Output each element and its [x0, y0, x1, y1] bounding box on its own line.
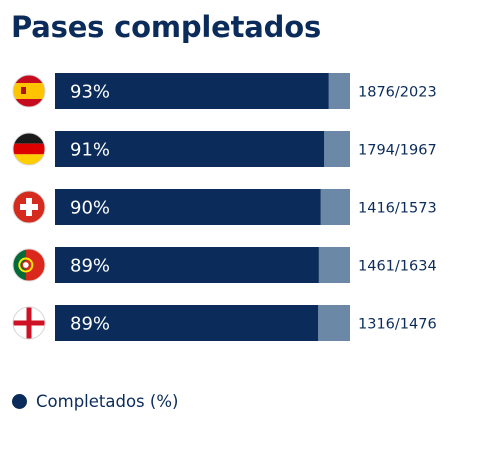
ratio-label: 1316/1476 [358, 317, 437, 333]
germany-flag-icon: Alemania [13, 133, 45, 165]
bar [55, 131, 325, 167]
bar-value-label: 93% [70, 82, 110, 103]
bar-row: Inglaterra 89% 1316/1476 [12, 305, 437, 341]
bar-row: Alemania 91% 1794/1967 [12, 131, 437, 167]
legend: Completados (%) [12, 392, 178, 411]
flag-outline [12, 74, 46, 108]
switzerland-flag-icon: Suiza [13, 191, 45, 223]
bar [55, 73, 329, 109]
flag-outline [12, 190, 46, 224]
legend-label: Completados (%) [36, 392, 179, 411]
flag-outline [12, 132, 46, 166]
ratio-label: 1416/1573 [358, 201, 437, 217]
bar-value-label: 91% [70, 140, 110, 161]
ratio-label: 1461/1634 [358, 259, 437, 275]
ratio-label: 1794/1967 [358, 143, 437, 159]
bar [55, 189, 321, 225]
bar-row: España 93% 1876/2023 [12, 73, 437, 109]
bar-row: Portugal 89% 1461/1634 [12, 247, 437, 283]
bar-value-label: 90% [70, 198, 110, 219]
england-flag-icon: Inglaterra [13, 307, 45, 339]
spain-flag-icon: España [13, 75, 45, 107]
bar [55, 247, 319, 283]
portugal-flag-icon: Portugal [13, 249, 45, 281]
bar-value-label: 89% [70, 314, 110, 335]
chart-title: Pases completados [11, 10, 322, 44]
bar-value-label: 89% [70, 256, 110, 277]
legend-marker [12, 394, 27, 409]
ratio-label: 1876/2023 [358, 85, 437, 101]
bar-row: Suiza 90% 1416/1573 [12, 189, 437, 225]
flag-outline [12, 306, 46, 340]
bar [55, 305, 319, 341]
flag-outline [12, 248, 46, 282]
